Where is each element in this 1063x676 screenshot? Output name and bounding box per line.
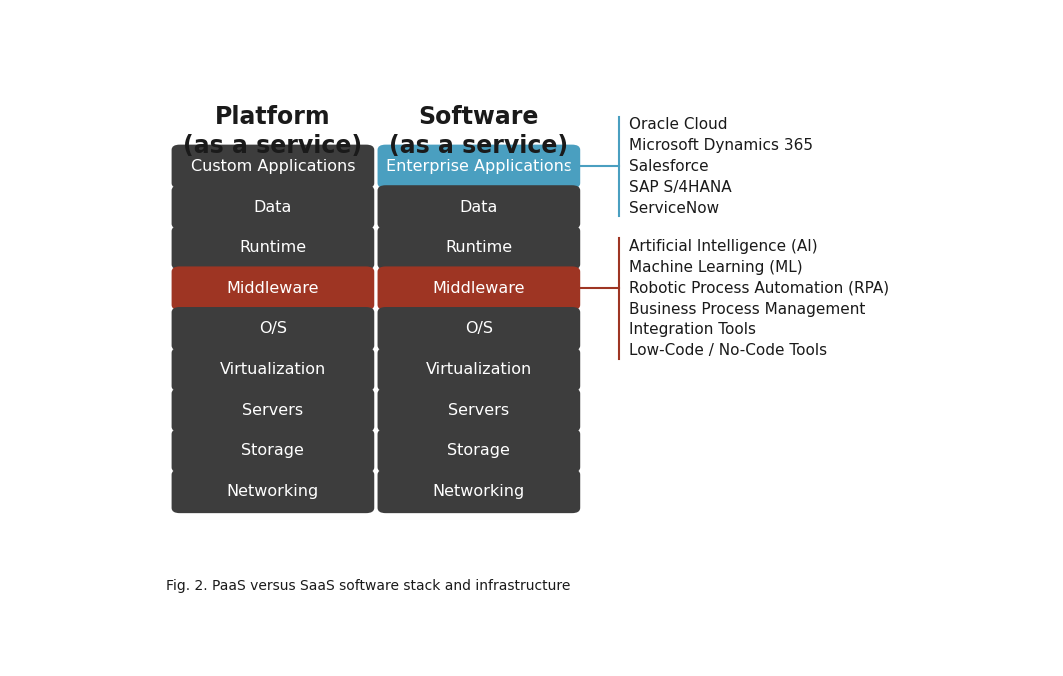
FancyBboxPatch shape xyxy=(377,429,580,473)
Text: Robotic Process Automation (RPA): Robotic Process Automation (RPA) xyxy=(629,281,889,296)
FancyBboxPatch shape xyxy=(171,226,374,270)
Text: Data: Data xyxy=(254,199,292,214)
Text: Virtualization: Virtualization xyxy=(220,362,326,377)
Text: Salesforce: Salesforce xyxy=(629,159,708,174)
FancyBboxPatch shape xyxy=(377,347,580,391)
Text: SAP S/4HANA: SAP S/4HANA xyxy=(629,180,731,195)
Text: Fig. 2. PaaS versus SaaS software stack and infrastructure: Fig. 2. PaaS versus SaaS software stack … xyxy=(166,579,570,593)
FancyBboxPatch shape xyxy=(377,145,580,189)
FancyBboxPatch shape xyxy=(377,469,580,513)
FancyBboxPatch shape xyxy=(171,185,374,229)
FancyBboxPatch shape xyxy=(171,347,374,391)
Text: Runtime: Runtime xyxy=(445,240,512,255)
Text: Servers: Servers xyxy=(242,403,304,418)
Text: Machine Learning (ML): Machine Learning (ML) xyxy=(629,260,803,275)
Text: Enterprise Applications: Enterprise Applications xyxy=(386,159,572,174)
Text: Storage: Storage xyxy=(241,443,304,458)
Text: Oracle Cloud: Oracle Cloud xyxy=(629,118,727,132)
FancyBboxPatch shape xyxy=(377,185,580,229)
FancyBboxPatch shape xyxy=(171,429,374,473)
Text: Servers: Servers xyxy=(449,403,509,418)
Text: Networking: Networking xyxy=(433,484,525,499)
Text: Runtime: Runtime xyxy=(239,240,306,255)
Text: Custom Applications: Custom Applications xyxy=(190,159,355,174)
FancyBboxPatch shape xyxy=(377,226,580,270)
FancyBboxPatch shape xyxy=(171,266,374,310)
Text: Artificial Intelligence (AI): Artificial Intelligence (AI) xyxy=(629,239,817,254)
FancyBboxPatch shape xyxy=(377,266,580,310)
FancyBboxPatch shape xyxy=(171,469,374,513)
Text: Integration Tools: Integration Tools xyxy=(629,322,756,337)
Text: Middleware: Middleware xyxy=(226,281,319,296)
FancyBboxPatch shape xyxy=(171,388,374,432)
Text: Platform
(as a service): Platform (as a service) xyxy=(183,105,362,158)
Text: Microsoft Dynamics 365: Microsoft Dynamics 365 xyxy=(629,138,813,153)
Text: Virtualization: Virtualization xyxy=(426,362,532,377)
Text: Data: Data xyxy=(459,199,499,214)
FancyBboxPatch shape xyxy=(171,307,374,351)
Text: Software
(as a service): Software (as a service) xyxy=(389,105,569,158)
Text: O/S: O/S xyxy=(465,321,493,337)
Text: Networking: Networking xyxy=(226,484,319,499)
FancyBboxPatch shape xyxy=(377,388,580,432)
Text: Storage: Storage xyxy=(448,443,510,458)
Text: ServiceNow: ServiceNow xyxy=(629,201,719,216)
Text: Business Process Management: Business Process Management xyxy=(629,301,865,316)
Text: Low-Code / No-Code Tools: Low-Code / No-Code Tools xyxy=(629,343,827,358)
FancyBboxPatch shape xyxy=(377,307,580,351)
Text: O/S: O/S xyxy=(259,321,287,337)
Text: Middleware: Middleware xyxy=(433,281,525,296)
FancyBboxPatch shape xyxy=(171,145,374,189)
